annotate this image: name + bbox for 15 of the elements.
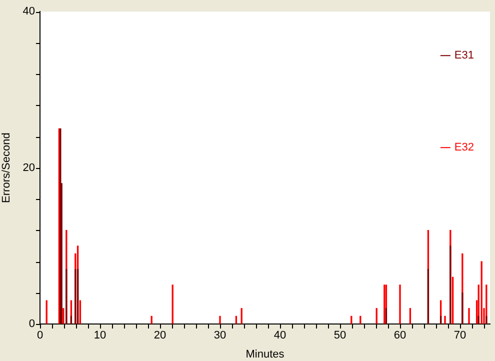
x-tick-label: 0 bbox=[36, 330, 44, 342]
x-tick-label: 10 bbox=[94, 330, 106, 342]
y-tick-label: 20 bbox=[22, 162, 35, 174]
x-tick-label: 20 bbox=[154, 330, 166, 342]
y-tick-label: 40 bbox=[22, 6, 35, 18]
x-tick-label: 60 bbox=[394, 330, 406, 342]
x-axis-title: Minutes bbox=[246, 348, 285, 360]
x-tick-label: 40 bbox=[274, 330, 286, 342]
legend-label: E32 bbox=[454, 142, 474, 154]
y-axis-title: Errors/Second bbox=[0, 132, 13, 203]
x-tick-label: 30 bbox=[214, 330, 226, 342]
legend-label: E31 bbox=[454, 50, 474, 62]
y-tick-label: 0 bbox=[28, 318, 35, 330]
x-tick-label: 50 bbox=[334, 330, 346, 342]
x-tick-label: 70 bbox=[454, 330, 466, 342]
